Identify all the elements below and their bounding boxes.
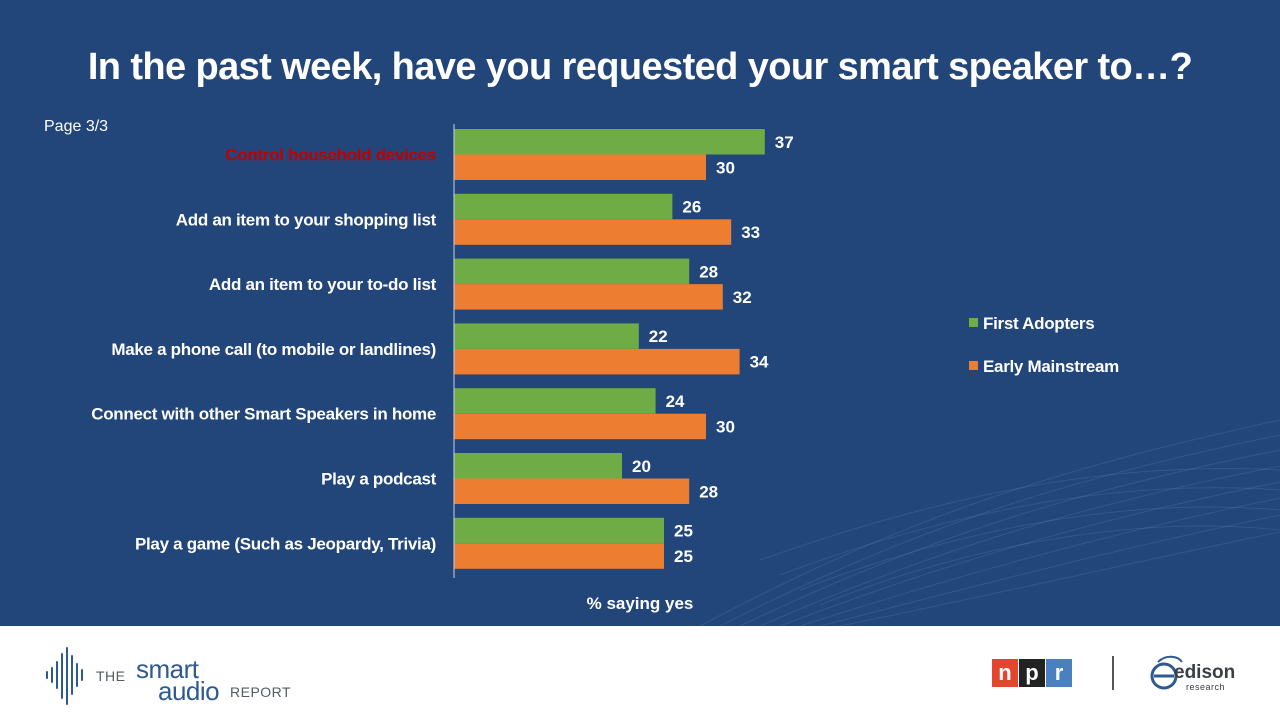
category-label: Make a phone call (to mobile or landline… [111,340,436,359]
data-label: 33 [741,223,760,242]
footer-divider [1112,656,1114,690]
smart-audio-report-logo: THE smart audio REPORT [44,646,294,706]
category-label: Control household devices [225,146,436,165]
sar-logo-smart: smart [136,654,199,684]
data-label: 37 [775,133,794,152]
data-label: 22 [649,327,668,346]
data-label: 28 [699,482,718,501]
npr-logo-p: p [1019,659,1045,687]
bar-early-mainstream [454,348,740,375]
edison-e-icon [1150,655,1183,690]
bar-first-adopters [454,323,639,349]
bar-early-mainstream [454,413,706,440]
data-label: 28 [699,262,718,281]
bar-chart: Control household devices Add an item to … [91,124,1119,613]
bar-first-adopters [454,129,765,155]
bar-early-mainstream [454,284,723,310]
edison-research-logo: edison research [1148,652,1248,696]
bar-first-adopters [454,258,690,285]
bar-first-adopters [454,517,664,544]
data-label: 30 [716,158,735,177]
data-label: 20 [632,457,651,476]
data-label: 25 [674,522,693,541]
data-label: 30 [716,417,735,436]
legend-swatch [969,318,978,327]
npr-logo-n: n [992,659,1018,687]
legend-swatch [969,361,978,370]
bar-early-mainstream [454,478,690,504]
legend-entry: Early Mainstream [983,357,1119,376]
x-axis-label: % saying yes [587,594,694,613]
category-label: Add an item to your shopping list [176,210,437,229]
sar-logo-the: THE [96,668,126,684]
sound-wave-icon [46,647,83,705]
category-label: Add an item to your to-do list [209,275,437,294]
bar-early-mainstream [454,219,732,245]
category-label: Play a game (Such as Jeopardy, Trivia) [135,534,436,553]
category-label: Connect with other Smart Speakers in hom… [91,405,436,424]
data-label: 25 [674,547,693,566]
slide-background: In the past week, have you requested you… [0,0,1280,626]
page-number: Page 3/3 [44,118,109,135]
data-label: 32 [733,288,752,307]
decorative-waves [699,419,1280,626]
data-label: 34 [750,353,769,372]
bar-first-adopters [454,453,622,479]
edison-logo-name: edison [1174,662,1236,683]
legend-entry: First Adopters [983,314,1094,333]
bar-early-mainstream [454,154,706,180]
bar-first-adopters [454,388,656,414]
bar-early-mainstream [454,543,664,569]
data-label: 26 [682,198,701,217]
bar-first-adopters [454,193,673,220]
npr-logo-r: r [1046,659,1072,687]
npr-logo: n p r [992,659,1073,687]
sar-logo-audio: audio [158,676,220,706]
data-label: 24 [666,392,685,411]
edison-logo-sub: research [1186,682,1226,692]
category-label: Play a podcast [321,470,436,489]
sar-logo-report: REPORT [230,684,292,700]
page-title: In the past week, have you requested you… [87,46,1193,88]
